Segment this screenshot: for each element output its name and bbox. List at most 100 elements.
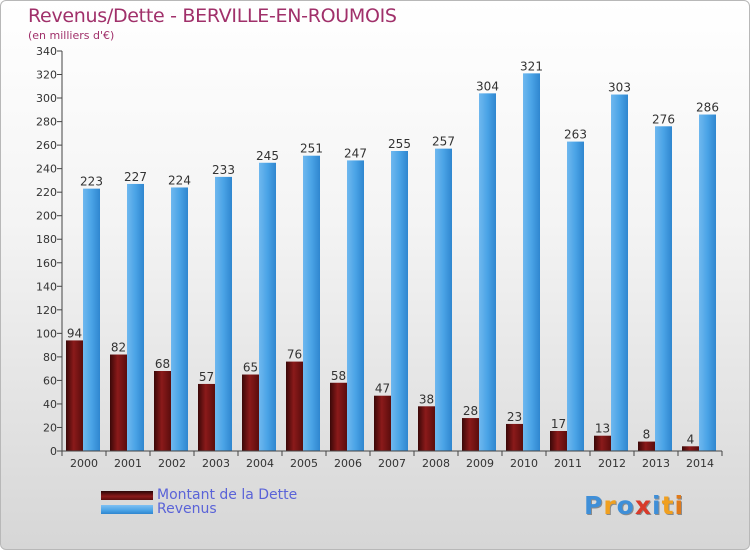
x-tick-label: 2000 xyxy=(70,457,98,470)
data-label-revenus: 276 xyxy=(652,112,675,126)
logo-letter: o xyxy=(616,491,635,520)
y-tick-label: 220 xyxy=(36,186,57,199)
data-label-revenus: 245 xyxy=(256,149,279,163)
data-label-dette: 13 xyxy=(595,422,610,436)
data-label-dette: 57 xyxy=(199,370,214,384)
data-label-dette: 47 xyxy=(375,382,390,396)
x-tick-label: 2008 xyxy=(422,457,450,470)
data-label-dette: 4 xyxy=(687,432,695,446)
y-tick-label: 280 xyxy=(36,116,57,129)
bar-dette xyxy=(110,354,127,451)
proxiti-logo: Proxiti xyxy=(584,491,684,520)
bar-dette xyxy=(638,441,655,451)
data-label-dette: 58 xyxy=(331,369,346,383)
x-tick-label: 2002 xyxy=(158,457,186,470)
x-tick-label: 2013 xyxy=(642,457,670,470)
logo-letter: r xyxy=(603,491,617,520)
data-label-dette: 68 xyxy=(155,357,170,371)
bar-revenus xyxy=(215,176,232,451)
x-tick-label: 2005 xyxy=(290,457,318,470)
x-tick-label: 2014 xyxy=(686,457,714,470)
data-label-revenus: 303 xyxy=(608,81,631,95)
bar-dette xyxy=(198,383,215,451)
data-label-dette: 28 xyxy=(463,404,478,418)
data-label-dette: 23 xyxy=(507,410,522,424)
bar-revenus xyxy=(523,73,540,452)
bar-dette xyxy=(242,374,259,451)
data-label-revenus: 224 xyxy=(168,173,191,187)
bars-layer xyxy=(66,73,716,452)
data-label-revenus: 227 xyxy=(124,170,147,184)
data-label-dette: 94 xyxy=(67,326,82,340)
x-tick-label: 2003 xyxy=(202,457,230,470)
bar-revenus xyxy=(567,141,584,451)
bar-revenus xyxy=(435,148,452,451)
x-tick-label: 2011 xyxy=(554,457,582,470)
bar-revenus xyxy=(655,126,672,451)
data-label-revenus: 251 xyxy=(300,142,323,156)
y-tick-label: 100 xyxy=(36,327,57,340)
data-label-revenus: 247 xyxy=(344,146,367,160)
x-tick-label: 2006 xyxy=(334,457,362,470)
bar-revenus xyxy=(259,162,276,451)
legend-label-revenus: Revenus xyxy=(157,501,217,517)
bar-dette xyxy=(286,361,303,451)
y-tick-label: 300 xyxy=(36,92,57,105)
data-label-dette: 65 xyxy=(243,361,258,375)
bar-dette xyxy=(462,418,479,451)
data-label-revenus: 263 xyxy=(564,128,587,142)
bar-revenus xyxy=(303,155,320,452)
bar-dette xyxy=(506,423,523,451)
legend-label-dette: Montant de la Dette xyxy=(157,487,298,503)
x-tick-label: 2009 xyxy=(466,457,494,470)
bar-revenus xyxy=(127,183,144,452)
y-tick-label: 340 xyxy=(36,45,57,58)
legend-item-dette: Montant de la Dette xyxy=(101,487,298,503)
bar-revenus xyxy=(699,114,716,451)
bar-dette xyxy=(374,395,391,451)
data-label-revenus: 304 xyxy=(476,79,499,93)
y-tick-label: 120 xyxy=(36,304,57,317)
legend-swatch-dette xyxy=(101,490,153,500)
bar-revenus xyxy=(479,93,496,452)
data-label-dette: 76 xyxy=(287,348,302,362)
legend-swatch-revenus xyxy=(101,504,153,514)
bar-revenus xyxy=(391,151,408,451)
chart-title: Revenus/Dette - BERVILLE-EN-ROUMOIS xyxy=(28,5,397,27)
y-tick-label: 60 xyxy=(43,374,57,387)
data-label-dette: 38 xyxy=(419,392,434,406)
bar-revenus xyxy=(611,94,628,451)
logo-letter: t xyxy=(661,491,675,520)
bar-dette xyxy=(154,371,171,451)
bar-dette xyxy=(550,431,567,451)
axes-layer: 0 20 40 60 80 100 120 140 160 180 200 220 240 260 280 3… xyxy=(36,45,723,470)
x-tick-label: 2010 xyxy=(510,457,538,470)
bar-dette xyxy=(682,446,699,451)
legend-item-revenus: Revenus xyxy=(101,501,217,517)
data-label-dette: 17 xyxy=(551,417,566,431)
bar-dette xyxy=(66,340,83,451)
bar-dette xyxy=(594,435,611,451)
y-tick-label: 160 xyxy=(36,257,57,270)
x-tick-label: 2004 xyxy=(246,457,274,470)
data-label-dette: 82 xyxy=(111,341,126,355)
logo-letter: P xyxy=(584,491,604,520)
chart-subtitle: (en milliers d'€) xyxy=(28,29,115,42)
y-tick-label: 320 xyxy=(36,69,57,82)
x-tick-label: 2012 xyxy=(598,457,626,470)
y-tick-label: 180 xyxy=(36,233,57,246)
data-labels-layer: 94 223 82 227 68 224 57 233 65 245 76 251 58 247 47 255… xyxy=(67,59,719,446)
bar-dette xyxy=(330,382,347,451)
y-tick-label: 80 xyxy=(43,351,57,364)
y-tick-label: 200 xyxy=(36,210,57,223)
data-label-dette: 8 xyxy=(643,428,651,442)
data-label-revenus: 257 xyxy=(432,135,455,149)
y-tick-label: 40 xyxy=(43,398,57,411)
data-label-revenus: 286 xyxy=(696,101,719,115)
y-tick-label: 240 xyxy=(36,163,57,176)
x-tick-label: 2007 xyxy=(378,457,406,470)
data-label-revenus: 255 xyxy=(388,137,411,151)
bar-revenus xyxy=(83,188,100,451)
bar-revenus xyxy=(347,160,364,452)
